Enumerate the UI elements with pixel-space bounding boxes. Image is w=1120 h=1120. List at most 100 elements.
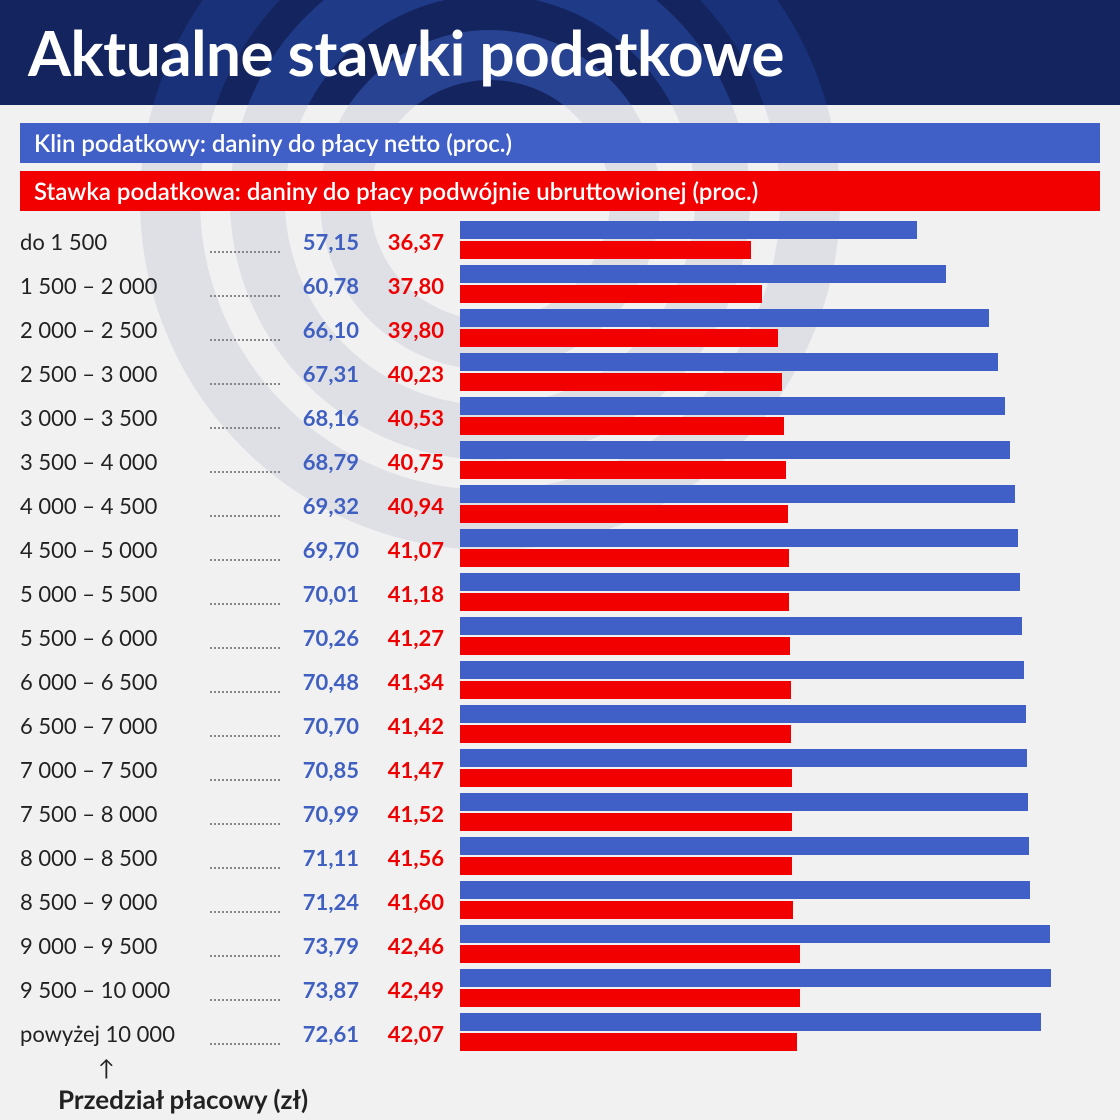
category-label: powyżej 10 000 bbox=[20, 1011, 210, 1055]
value-red: 41,18 bbox=[365, 571, 450, 615]
chart-row: 6 500 – 7 00070,7041,42 bbox=[20, 703, 1100, 747]
category-label: 5 000 – 5 500 bbox=[20, 571, 210, 615]
category-label: 7 000 – 7 500 bbox=[20, 747, 210, 791]
bars-cell bbox=[450, 835, 1100, 879]
bar-red bbox=[460, 681, 791, 699]
legend-item-red: Stawka podatkowa: daniny do płacy podwój… bbox=[20, 171, 1100, 211]
value-red: 40,23 bbox=[365, 351, 450, 395]
header: Aktualne stawki podatkowe bbox=[0, 0, 1120, 105]
bar-red bbox=[460, 461, 786, 479]
bar-blue bbox=[460, 573, 1020, 591]
bar-blue bbox=[460, 529, 1018, 547]
bar-red bbox=[460, 505, 788, 523]
bar-blue bbox=[460, 793, 1028, 811]
bar-red bbox=[460, 989, 800, 1007]
bars-cell bbox=[450, 1011, 1100, 1055]
value-red: 41,52 bbox=[365, 791, 450, 835]
bars-cell bbox=[450, 351, 1100, 395]
value-blue: 70,26 bbox=[280, 615, 365, 659]
value-blue: 67,31 bbox=[280, 351, 365, 395]
category-label: 5 500 – 6 000 bbox=[20, 615, 210, 659]
value-red: 41,47 bbox=[365, 747, 450, 791]
category-label: 1 500 – 2 000 bbox=[20, 263, 210, 307]
bars-cell bbox=[450, 747, 1100, 791]
category-label: 2 000 – 2 500 bbox=[20, 307, 210, 351]
category-label: do 1 500 bbox=[20, 219, 210, 263]
category-label: 9 500 – 10 000 bbox=[20, 967, 210, 1011]
category-label: 6 000 – 6 500 bbox=[20, 659, 210, 703]
bar-blue bbox=[460, 749, 1027, 767]
bars-cell bbox=[450, 967, 1100, 1011]
bars-cell bbox=[450, 571, 1100, 615]
chart-row: 6 000 – 6 50070,4841,34 bbox=[20, 659, 1100, 703]
bar-blue bbox=[460, 837, 1029, 855]
leader-dots bbox=[210, 967, 280, 1011]
chart-row: 3 500 – 4 00068,7940,75 bbox=[20, 439, 1100, 483]
value-blue: 69,70 bbox=[280, 527, 365, 571]
bars-cell bbox=[450, 659, 1100, 703]
chart-row: 9 000 – 9 50073,7942,46 bbox=[20, 923, 1100, 967]
leader-dots bbox=[210, 307, 280, 351]
leader-dots bbox=[210, 791, 280, 835]
chart-row: 5 000 – 5 500 70,0141,18 bbox=[20, 571, 1100, 615]
axis-label-block: ↑ Przedział płacowy (zł) bbox=[58, 1057, 1120, 1115]
bars-cell bbox=[450, 527, 1100, 571]
value-red: 42,49 bbox=[365, 967, 450, 1011]
bars-cell bbox=[450, 791, 1100, 835]
leader-dots bbox=[210, 571, 280, 615]
leader-dots bbox=[210, 1011, 280, 1055]
value-blue: 60,78 bbox=[280, 263, 365, 307]
value-blue: 69,32 bbox=[280, 483, 365, 527]
category-label: 6 500 – 7 000 bbox=[20, 703, 210, 747]
bar-red bbox=[460, 417, 784, 435]
chart-row: 4 000 – 4 50069,3240,94 bbox=[20, 483, 1100, 527]
leader-dots bbox=[210, 219, 280, 263]
leader-dots bbox=[210, 659, 280, 703]
bar-blue bbox=[460, 265, 946, 283]
value-red: 41,60 bbox=[365, 879, 450, 923]
chart-row: 7 000 – 7 50070,8541,47 bbox=[20, 747, 1100, 791]
chart-row: 9 500 – 10 000 73,8742,49 bbox=[20, 967, 1100, 1011]
bars-cell bbox=[450, 263, 1100, 307]
chart-row: 8 000 – 8 50071,1141,56 bbox=[20, 835, 1100, 879]
category-label: 7 500 – 8 000 bbox=[20, 791, 210, 835]
value-red: 41,42 bbox=[365, 703, 450, 747]
value-blue: 73,87 bbox=[280, 967, 365, 1011]
bar-blue bbox=[460, 1013, 1041, 1031]
bar-red bbox=[460, 593, 789, 611]
bars-cell bbox=[450, 483, 1100, 527]
leader-dots bbox=[210, 439, 280, 483]
value-red: 42,07 bbox=[365, 1011, 450, 1055]
category-label: 8 000 – 8 500 bbox=[20, 835, 210, 879]
bar-blue bbox=[460, 441, 1010, 459]
value-blue: 72,61 bbox=[280, 1011, 365, 1055]
leader-dots bbox=[210, 395, 280, 439]
bar-blue bbox=[460, 485, 1015, 503]
bar-blue bbox=[460, 661, 1024, 679]
value-red: 40,53 bbox=[365, 395, 450, 439]
value-red: 41,34 bbox=[365, 659, 450, 703]
value-red: 41,27 bbox=[365, 615, 450, 659]
bar-red bbox=[460, 813, 792, 831]
value-blue: 71,11 bbox=[280, 835, 365, 879]
bar-blue bbox=[460, 221, 917, 239]
bars-cell bbox=[450, 439, 1100, 483]
category-label: 9 000 – 9 500 bbox=[20, 923, 210, 967]
chart-row: 4 500 – 5 00069,7041,07 bbox=[20, 527, 1100, 571]
value-blue: 57,15 bbox=[280, 219, 365, 263]
legend-blue-label: Klin podatkowy: daniny do płacy netto (p… bbox=[34, 129, 512, 158]
value-blue: 73,79 bbox=[280, 923, 365, 967]
leader-dots bbox=[210, 263, 280, 307]
bar-blue bbox=[460, 309, 989, 327]
value-blue: 70,01 bbox=[280, 571, 365, 615]
axis-arrow-icon: ↑ bbox=[98, 1057, 1120, 1079]
bar-red bbox=[460, 1033, 797, 1051]
bar-blue bbox=[460, 969, 1051, 987]
chart-row: do 1 50057,1536,37 bbox=[20, 219, 1100, 263]
leader-dots bbox=[210, 527, 280, 571]
leader-dots bbox=[210, 483, 280, 527]
leader-dots bbox=[210, 923, 280, 967]
bars-cell bbox=[450, 395, 1100, 439]
leader-dots bbox=[210, 615, 280, 659]
leader-dots bbox=[210, 747, 280, 791]
